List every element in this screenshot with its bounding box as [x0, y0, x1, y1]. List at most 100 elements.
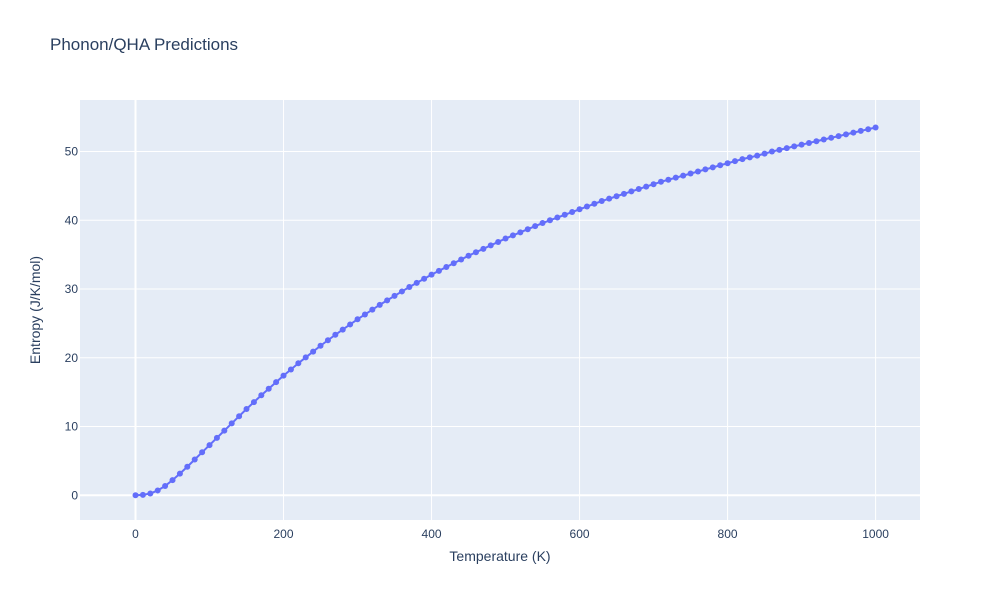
- data-point[interactable]: [169, 477, 176, 484]
- data-point[interactable]: [487, 242, 494, 249]
- data-point[interactable]: [591, 200, 598, 207]
- data-point[interactable]: [258, 392, 265, 399]
- data-point[interactable]: [524, 226, 531, 233]
- data-point[interactable]: [539, 220, 546, 227]
- data-point[interactable]: [517, 229, 524, 236]
- data-point[interactable]: [413, 279, 420, 286]
- data-point[interactable]: [280, 372, 287, 379]
- data-point[interactable]: [213, 434, 220, 441]
- data-point[interactable]: [872, 124, 879, 131]
- data-point[interactable]: [754, 152, 761, 159]
- data-point[interactable]: [783, 145, 790, 152]
- data-point[interactable]: [361, 311, 368, 318]
- data-point[interactable]: [132, 492, 139, 499]
- data-point[interactable]: [850, 129, 857, 136]
- data-point[interactable]: [428, 271, 435, 278]
- data-point[interactable]: [672, 174, 679, 181]
- data-point[interactable]: [176, 470, 183, 477]
- data-point[interactable]: [739, 156, 746, 163]
- data-point[interactable]: [384, 297, 391, 304]
- data-point[interactable]: [265, 385, 272, 392]
- data-point[interactable]: [443, 264, 450, 271]
- data-point[interactable]: [820, 136, 827, 143]
- data-point[interactable]: [236, 413, 243, 420]
- data-point[interactable]: [768, 148, 775, 155]
- data-point[interactable]: [250, 399, 257, 406]
- data-point[interactable]: [606, 195, 613, 202]
- data-point[interactable]: [532, 223, 539, 230]
- data-point[interactable]: [635, 186, 642, 193]
- data-point[interactable]: [761, 150, 768, 157]
- data-point[interactable]: [339, 326, 346, 333]
- data-point[interactable]: [569, 209, 576, 216]
- data-point[interactable]: [295, 360, 302, 367]
- data-point[interactable]: [650, 181, 657, 188]
- data-point[interactable]: [798, 141, 805, 148]
- data-point[interactable]: [147, 490, 154, 497]
- data-point[interactable]: [391, 292, 398, 299]
- data-point[interactable]: [317, 342, 324, 349]
- data-point[interactable]: [583, 203, 590, 210]
- data-point[interactable]: [376, 301, 383, 308]
- data-point[interactable]: [354, 316, 361, 323]
- data-point[interactable]: [835, 133, 842, 140]
- data-point[interactable]: [680, 172, 687, 179]
- data-point[interactable]: [472, 249, 479, 256]
- data-point[interactable]: [620, 190, 627, 197]
- data-point[interactable]: [731, 158, 738, 165]
- data-point[interactable]: [310, 348, 317, 355]
- data-point[interactable]: [184, 463, 191, 470]
- data-point[interactable]: [465, 252, 472, 259]
- data-point[interactable]: [554, 214, 561, 221]
- data-point[interactable]: [243, 405, 250, 412]
- data-point[interactable]: [332, 331, 339, 338]
- data-point[interactable]: [717, 162, 724, 169]
- data-point[interactable]: [480, 245, 487, 252]
- data-point[interactable]: [724, 160, 731, 167]
- data-point[interactable]: [154, 487, 161, 494]
- data-point[interactable]: [191, 456, 198, 463]
- data-point[interactable]: [435, 267, 442, 274]
- data-point[interactable]: [546, 217, 553, 224]
- data-point[interactable]: [776, 146, 783, 153]
- data-point[interactable]: [813, 138, 820, 145]
- data-point[interactable]: [805, 139, 812, 146]
- data-point[interactable]: [613, 193, 620, 200]
- data-point[interactable]: [828, 134, 835, 141]
- data-point[interactable]: [502, 235, 509, 242]
- data-point[interactable]: [576, 206, 583, 213]
- data-point[interactable]: [842, 131, 849, 138]
- data-point[interactable]: [865, 126, 872, 133]
- data-point[interactable]: [221, 427, 228, 434]
- data-point[interactable]: [694, 168, 701, 175]
- data-point[interactable]: [687, 170, 694, 177]
- data-point[interactable]: [406, 283, 413, 290]
- data-point[interactable]: [421, 275, 428, 282]
- data-point[interactable]: [791, 143, 798, 150]
- data-point[interactable]: [665, 176, 672, 183]
- data-point[interactable]: [643, 183, 650, 190]
- data-point[interactable]: [709, 164, 716, 171]
- data-point[interactable]: [628, 188, 635, 195]
- data-point[interactable]: [561, 211, 568, 218]
- data-point[interactable]: [287, 366, 294, 373]
- data-point[interactable]: [324, 337, 331, 344]
- data-point[interactable]: [369, 306, 376, 313]
- data-point[interactable]: [273, 379, 280, 386]
- data-point[interactable]: [857, 127, 864, 134]
- data-point[interactable]: [347, 321, 354, 328]
- data-point[interactable]: [746, 154, 753, 161]
- data-point[interactable]: [206, 442, 213, 449]
- data-point[interactable]: [398, 288, 405, 295]
- data-point[interactable]: [598, 198, 605, 205]
- data-point[interactable]: [450, 260, 457, 267]
- data-point[interactable]: [302, 354, 309, 361]
- data-point[interactable]: [228, 420, 235, 427]
- data-point[interactable]: [657, 178, 664, 185]
- data-point[interactable]: [139, 491, 146, 498]
- data-point[interactable]: [162, 482, 169, 489]
- data-point[interactable]: [509, 232, 516, 239]
- data-point[interactable]: [199, 449, 206, 456]
- data-point[interactable]: [702, 166, 709, 173]
- data-point[interactable]: [495, 238, 502, 245]
